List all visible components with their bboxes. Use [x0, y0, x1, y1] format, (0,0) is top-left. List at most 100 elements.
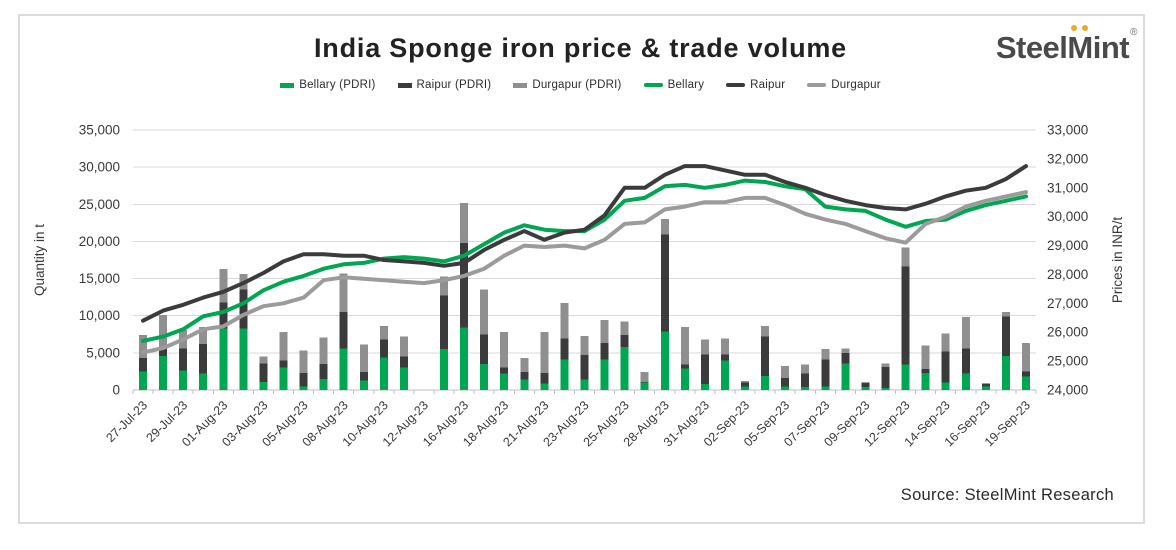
bar-segment-raipur-pdri [500, 367, 509, 374]
chart-panel-border [18, 14, 1145, 524]
bar-segment-durgapur-pdri [901, 247, 910, 267]
bar-segment-raipur-pdri [881, 366, 890, 388]
bar-segment-raipur-pdri [239, 289, 248, 329]
bar-segment-durgapur-pdri [319, 337, 328, 364]
legend-item-durgapur-pdri: Durgapur (PDRI) [513, 79, 621, 91]
bar-segment-raipur-pdri [861, 382, 870, 388]
svg-text:5,000: 5,000 [86, 345, 120, 360]
svg-text:27-Jul-23: 27-Jul-23 [103, 398, 150, 445]
bar-segment-raipur-pdri [600, 343, 609, 360]
bar-segment-raipur-pdri [279, 360, 288, 368]
bar-segment-durgapur-pdri [379, 326, 388, 340]
legend-item-raipur-pdri: Raipur (PDRI) [397, 79, 492, 91]
legend-item-bellary-pdri: Bellary (PDRI) [280, 79, 375, 91]
bar-segment-durgapur-pdri [399, 336, 408, 357]
bar-segment-durgapur-pdri [741, 381, 750, 383]
bar-segment-durgapur-pdri [480, 289, 489, 335]
bar-segment-bellary-pdri [520, 379, 529, 390]
bar-segment-durgapur-pdri [440, 276, 449, 296]
bar-segment-raipur-pdri [440, 295, 449, 350]
bar-segment-durgapur-pdri [781, 366, 790, 379]
bar-segment-bellary-pdri [1021, 376, 1030, 390]
bar-segment-raipur-pdri [159, 346, 168, 356]
bar-segment-bellary-pdri [781, 386, 790, 390]
bar-segment-raipur-pdri [620, 335, 629, 347]
svg-text:24,000: 24,000 [1047, 383, 1088, 398]
bar-segment-raipur-pdri [580, 355, 589, 380]
legend-label: Bellary [667, 79, 705, 91]
bar-segment-bellary-pdri [881, 387, 890, 390]
bar-segment-bellary-pdri [861, 387, 870, 390]
line-swatch-raipur [726, 83, 746, 87]
bar-segment-durgapur-pdri [520, 358, 529, 373]
bar-segment-bellary-pdri [680, 368, 689, 390]
price-line-raipur [141, 164, 1028, 323]
bar-segment-durgapur-pdri [299, 350, 308, 373]
bar-segment-durgapur-pdri [881, 363, 890, 367]
steelmint-logo: SteelMint® [996, 25, 1137, 66]
bar-segment-raipur-pdri [761, 336, 770, 376]
bar-segment-bellary-pdri [440, 349, 449, 390]
bar-segment-bellary-pdri [279, 367, 288, 390]
bar-segment-raipur-pdri [741, 382, 750, 387]
bar-segment-raipur-pdri [219, 302, 228, 329]
bar-segment-raipur-pdri [821, 359, 830, 387]
bar-segment-bellary-pdri [580, 379, 589, 390]
bar-segment-raipur-pdri [139, 358, 148, 372]
svg-text:32,000: 32,000 [1047, 151, 1088, 166]
bar-segment-raipur-pdri [339, 312, 348, 349]
bar-segment-bellary-pdri [961, 373, 970, 390]
bar-segment-raipur-pdri [259, 363, 268, 382]
price-line-durgapur [141, 190, 1028, 355]
bar-segment-raipur-pdri [720, 354, 729, 361]
bar-segment-durgapur-pdri [1021, 343, 1030, 372]
legend-label: Durgapur (PDRI) [532, 79, 622, 91]
svg-text:0: 0 [112, 383, 120, 398]
bar-segment-raipur-pdri [640, 381, 649, 383]
legend-item-raipur: Raipur [726, 79, 785, 91]
bar-segment-durgapur-pdri [640, 372, 649, 382]
bar-segment-raipur-pdri [199, 343, 208, 374]
bar-segment-durgapur-pdri [279, 332, 288, 361]
legend-label: Raipur (PDRI) [416, 79, 492, 91]
x-tick-labels: 27-Jul-2329-Jul-2301-Aug-2303-Aug-2305-A… [103, 398, 1033, 449]
bar-segment-durgapur-pdri [660, 219, 669, 235]
legend-item-bellary: Bellary [643, 79, 705, 91]
bar-segment-bellary-pdri [379, 357, 388, 390]
bar-segment-durgapur-pdri [600, 320, 609, 344]
bar-segment-raipur-pdri [901, 266, 910, 365]
y-right-axis-title: Prices in INR/t [1110, 217, 1125, 304]
svg-text:30,000: 30,000 [79, 160, 120, 175]
bar-segment-bellary-pdri [741, 386, 750, 390]
svg-text:33,000: 33,000 [1047, 123, 1088, 138]
bar-segment-durgapur-pdri [680, 326, 689, 365]
bar-segment-bellary-pdri [139, 371, 148, 390]
bar-segment-raipur-pdri [299, 372, 308, 387]
svg-text:25,000: 25,000 [79, 197, 120, 212]
bar-segment-bellary-pdri [660, 331, 669, 390]
bar-segment-raipur-pdri [921, 369, 930, 373]
bar-segment-bellary-pdri [399, 367, 408, 390]
svg-text:27,000: 27,000 [1047, 296, 1088, 311]
bar-segment-raipur-pdri [660, 234, 669, 332]
bar-segment-durgapur-pdri [159, 314, 168, 347]
stacked-bars [139, 202, 1030, 390]
bar-segment-durgapur-pdri [761, 326, 770, 337]
bar-segment-bellary-pdri [761, 375, 770, 390]
bar-segment-durgapur-pdri [359, 344, 368, 373]
bar-segment-raipur-pdri [680, 364, 689, 369]
bar-segment-durgapur-pdri [219, 268, 228, 303]
bar-segment-durgapur-pdri [961, 317, 970, 349]
bar-segment-bellary-pdri [981, 386, 990, 390]
svg-text:31,000: 31,000 [1047, 180, 1088, 195]
bar-segment-raipur-pdri [379, 339, 388, 358]
bar-swatch-bellary-pdri [280, 82, 295, 88]
page-title: India Sponge iron price & trade volume [314, 33, 847, 63]
bar-segment-durgapur-pdri [199, 326, 208, 344]
logo-text-m: M [1067, 25, 1093, 65]
bar-segment-durgapur-pdri [841, 348, 850, 353]
bar-segment-raipur-pdri [460, 242, 469, 328]
svg-text:35,000: 35,000 [79, 123, 120, 138]
